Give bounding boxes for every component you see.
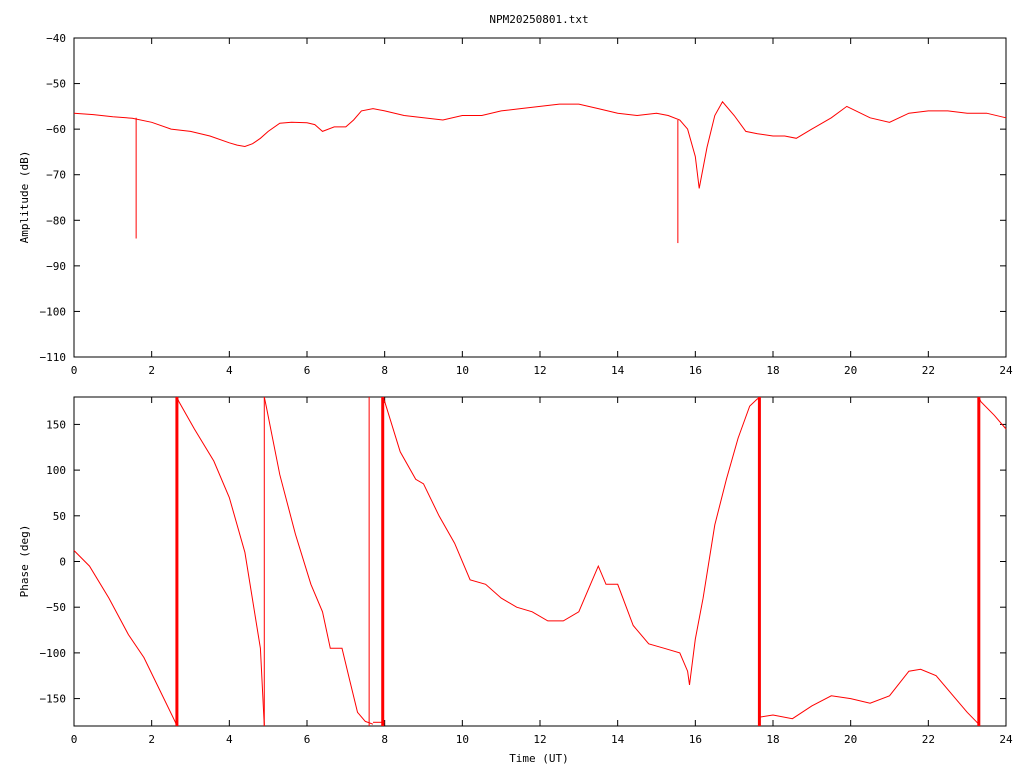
amplitude-y-tick-label: −80 — [46, 214, 66, 227]
amplitude-y-tick-label: −60 — [46, 123, 66, 136]
phase-y-tick-label: −100 — [40, 647, 67, 660]
phase-x-tick-label: 10 — [456, 733, 469, 746]
amplitude-y-tick-label: −100 — [40, 305, 67, 318]
amplitude-series-line — [73, 100, 1007, 189]
amplitude-plot-frame — [73, 37, 1007, 358]
chart-title: NPM20250801.txt — [489, 13, 588, 26]
amplitude-x-tick-label: 14 — [611, 364, 625, 377]
phase-y-tick-label: −150 — [40, 693, 67, 706]
phase-x-tick-label: 22 — [922, 733, 935, 746]
amplitude-panel: 0 2 4 6 8 10 12 14 16 18 20 22 24−40−50−60−70−80−90−… — [18, 32, 1013, 377]
amplitude-y-tick-label: −50 — [46, 78, 66, 91]
phase-y-tick-label: −50 — [46, 601, 66, 614]
phase-x-tick-label: 8 — [381, 733, 388, 746]
phase-y-axis-label: Phase (deg) — [18, 525, 31, 598]
phase-trace — [73, 396, 1007, 727]
amplitude-y-axis-label: Amplitude (dB) — [18, 151, 31, 244]
amplitude-y-tick-label: −70 — [46, 169, 66, 182]
phase-y-tick-label: 150 — [46, 418, 66, 431]
amplitude-x-tick-label: 20 — [844, 364, 857, 377]
phase-plot-frame — [73, 396, 1007, 727]
amplitude-y-tick-label: −90 — [46, 260, 66, 273]
phase-series-line — [978, 396, 1007, 430]
amplitude-ticks: 0 2 4 6 8 10 12 14 16 18 20 22 24−40−50−60−70−80−90−… — [40, 32, 1013, 377]
time-x-axis-label: Time (UT) — [509, 752, 569, 765]
phase-series-line — [73, 550, 178, 727]
phase-x-tick-label: 4 — [226, 733, 233, 746]
phase-series-line — [263, 396, 374, 725]
amplitude-x-tick-label: 4 — [226, 364, 233, 377]
amplitude-x-tick-label: 12 — [533, 364, 546, 377]
amplitude-x-tick-label: 18 — [766, 364, 779, 377]
amplitude-trace — [73, 100, 1007, 244]
amplitude-x-tick-label: 16 — [689, 364, 702, 377]
amplitude-x-tick-label: 6 — [304, 364, 311, 377]
amplitude-x-tick-label: 2 — [148, 364, 155, 377]
amplitude-y-tick-label: −110 — [40, 351, 67, 364]
phase-x-tick-label: 6 — [304, 733, 311, 746]
phase-series-line — [382, 396, 760, 685]
phase-x-tick-label: 16 — [689, 733, 702, 746]
phase-x-tick-label: 12 — [533, 733, 546, 746]
amplitude-x-tick-label: 24 — [999, 364, 1013, 377]
phase-x-tick-label: 14 — [611, 733, 625, 746]
amplitude-x-tick-label: 22 — [922, 364, 935, 377]
phase-x-tick-label: 18 — [766, 733, 779, 746]
phase-y-tick-label: 50 — [53, 510, 66, 523]
phase-series-line — [176, 396, 265, 727]
phase-y-tick-label: 100 — [46, 464, 66, 477]
phase-ticks: 0 2 4 6 8 10 12 14 16 18 20 22 24150100500−50−100−15… — [40, 397, 1013, 746]
amplitude-x-tick-label: 8 — [381, 364, 388, 377]
phase-x-tick-label: 0 — [71, 733, 78, 746]
amplitude-x-tick-label: 0 — [71, 364, 78, 377]
phase-series-line — [759, 668, 980, 725]
phase-panel: 0 2 4 6 8 10 12 14 16 18 20 22 24150100500−50−100−15… — [18, 396, 1013, 765]
phase-y-tick-label: 0 — [59, 556, 66, 569]
phase-x-tick-label: 20 — [844, 733, 857, 746]
phase-x-tick-label: 2 — [148, 733, 155, 746]
phase-x-tick-label: 24 — [999, 733, 1013, 746]
amplitude-x-tick-label: 10 — [456, 364, 469, 377]
amplitude-y-tick-label: −40 — [46, 32, 66, 45]
